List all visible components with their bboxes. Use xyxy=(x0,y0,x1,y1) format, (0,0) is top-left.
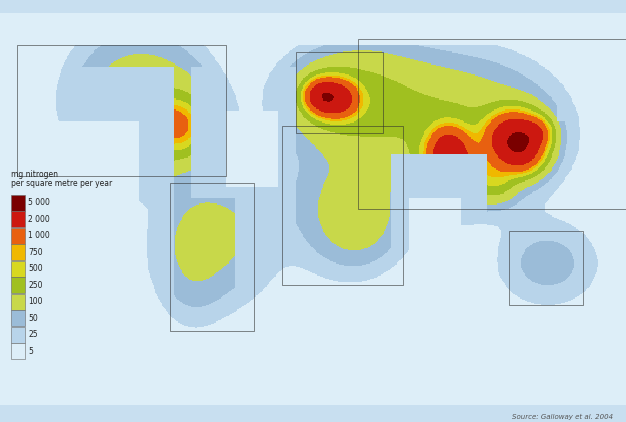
Text: 50: 50 xyxy=(28,314,38,323)
Text: 5 000: 5 000 xyxy=(28,198,50,208)
Text: per square metre per year: per square metre per year xyxy=(11,179,113,188)
Text: 1 000: 1 000 xyxy=(28,231,50,241)
Bar xyxy=(510,231,583,305)
Text: Source: Galloway et al. 2004: Source: Galloway et al. 2004 xyxy=(512,414,613,420)
Bar xyxy=(18,45,226,176)
Text: 2 000: 2 000 xyxy=(28,215,50,224)
Bar xyxy=(282,126,403,285)
Text: mg nitrogen: mg nitrogen xyxy=(11,170,58,179)
Text: 500: 500 xyxy=(28,264,43,273)
Text: 100: 100 xyxy=(28,297,43,306)
Text: 25: 25 xyxy=(28,330,38,339)
Text: 750: 750 xyxy=(28,248,43,257)
Bar xyxy=(295,52,382,133)
Text: 5: 5 xyxy=(28,346,33,356)
Bar xyxy=(170,183,254,331)
Text: 250: 250 xyxy=(28,281,43,290)
Bar xyxy=(358,39,626,209)
